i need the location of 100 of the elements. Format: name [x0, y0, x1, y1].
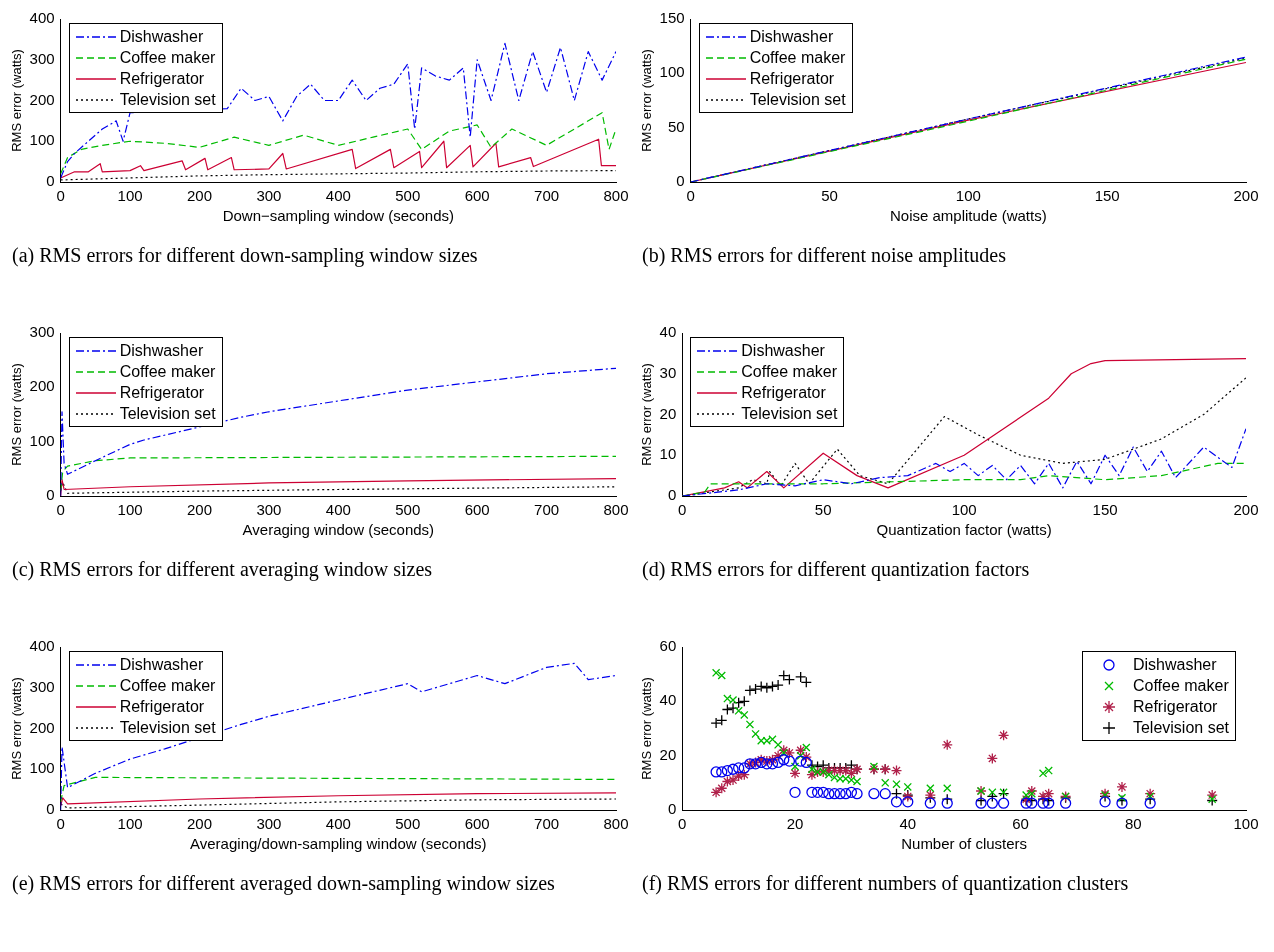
point [733, 697, 745, 709]
point [727, 763, 739, 775]
y-tick-label: 200 [29, 377, 55, 395]
y-tick-label: 60 [659, 637, 677, 655]
y-tick-label: 100 [659, 63, 685, 81]
text: (a) RMS errors for different down-sampling window sizes [12, 243, 479, 269]
x-tick-label: 20 [786, 815, 804, 833]
point [824, 770, 834, 779]
point [840, 788, 852, 800]
point [811, 786, 824, 798]
point [807, 765, 817, 774]
x-tick-label: 600 [464, 187, 490, 205]
point [772, 679, 784, 691]
x-tick-label: 60 [1012, 815, 1029, 833]
y-tick-label: 0 [46, 800, 55, 818]
point [892, 780, 901, 789]
x-tick-label: 200 [186, 815, 212, 833]
point [795, 755, 807, 767]
legend-label: Refrigerator [119, 69, 205, 88]
point [778, 744, 790, 756]
point [766, 758, 779, 770]
point [766, 680, 779, 693]
x-tick-label: 100 [117, 187, 143, 205]
y-tick-label: 300 [29, 677, 55, 695]
point [768, 735, 777, 744]
point [727, 702, 739, 714]
y-tick-label: 300 [29, 49, 55, 67]
point [789, 786, 801, 798]
point [828, 788, 841, 800]
y-axis-title: RMS error (watts) [9, 677, 25, 780]
legend-label: Television set [119, 404, 216, 423]
point [835, 774, 845, 783]
x-tick-label: 700 [534, 187, 560, 205]
point [997, 729, 1010, 741]
line-series [60, 776, 616, 803]
x-tick-label: 150 [1092, 501, 1118, 519]
point [772, 750, 784, 762]
x-axis-title: Number of clusters [901, 835, 1028, 853]
x-tick-label: 800 [603, 187, 629, 205]
x-axis-title: Noise amplitude (watts) [889, 207, 1047, 225]
point [716, 766, 728, 778]
x-tick-label: 200 [1233, 501, 1259, 519]
x-tick-label: 100 [1233, 815, 1259, 833]
point [762, 736, 772, 745]
point [926, 784, 935, 793]
point [1027, 789, 1036, 798]
point [1145, 792, 1155, 801]
point [1059, 797, 1072, 809]
point [986, 752, 998, 765]
y-tick-label: 0 [667, 800, 677, 818]
y-axis-title: RMS error (watts) [639, 49, 655, 152]
point [744, 684, 756, 697]
x-tick-label: 100 [117, 501, 143, 519]
x-tick-label: 200 [186, 501, 212, 519]
x-tick-label: 500 [395, 815, 421, 833]
legend-label: Dishwasher [741, 341, 825, 360]
legend-label: Refrigerator [749, 69, 835, 88]
point [845, 786, 858, 798]
x-axis-title: Quantization factor (watts) [876, 521, 1052, 539]
point [997, 797, 1010, 809]
point [717, 671, 726, 680]
point [716, 782, 728, 794]
legend-label: Television set [741, 404, 838, 423]
y-tick-label: 30 [659, 363, 677, 381]
x-tick-label: 300 [256, 501, 282, 519]
point [852, 777, 862, 786]
point [723, 694, 732, 703]
y-tick-label: 0 [46, 486, 55, 504]
point [728, 695, 738, 705]
point [790, 762, 800, 771]
legend-label: Refrigerator [1132, 697, 1218, 716]
point [830, 773, 839, 782]
y-axis-title: RMS error (watts) [639, 677, 655, 780]
point [733, 770, 745, 782]
point [738, 695, 750, 707]
legend-label: Television set [1132, 718, 1229, 737]
point [711, 668, 721, 677]
text: (f) RMS errors for different numbers of quantization clusters [642, 871, 1130, 897]
line-series [60, 42, 616, 179]
y-tick-label: 400 [29, 637, 55, 655]
x-tick-label: 50 [814, 501, 832, 519]
x-tick-label: 800 [603, 815, 629, 833]
point [740, 710, 749, 720]
point [902, 796, 914, 808]
x-axis-title: Averaging window (seconds) [242, 521, 435, 539]
point [941, 793, 953, 805]
x-tick-label: 700 [534, 815, 560, 833]
point [721, 775, 734, 788]
x-tick-label: 500 [395, 501, 421, 519]
legend-label: Coffee maker [119, 362, 216, 381]
y-tick-label: 100 [29, 431, 55, 449]
x-tick-label: 50 [821, 187, 838, 205]
x-tick-label: 400 [325, 815, 351, 833]
point [1043, 788, 1055, 800]
x-axis-title: Averaging/down-sampling window (seconds) [190, 835, 487, 853]
y-axis-title: RMS error (watts) [9, 363, 25, 466]
point [710, 786, 722, 798]
legend-label: Television set [119, 90, 216, 109]
x-tick-label: 100 [951, 501, 977, 519]
y-tick-label: 20 [659, 745, 677, 763]
